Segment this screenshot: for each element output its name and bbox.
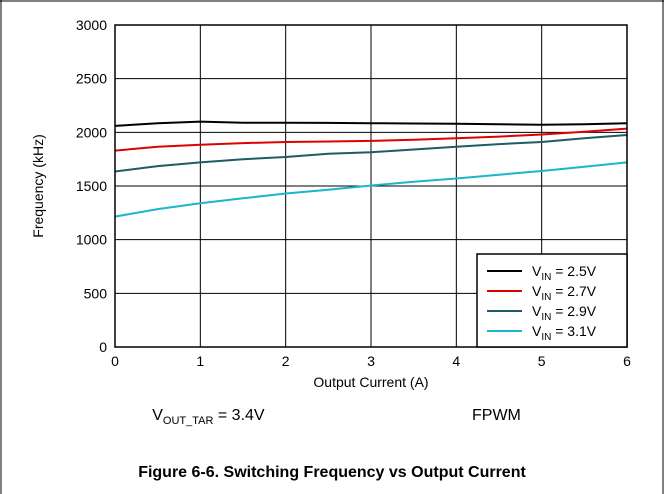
y-tick-label: 3000: [76, 17, 107, 33]
legend-entry-suffix: = 2.5V: [551, 263, 596, 279]
series-lines: [114, 120, 628, 218]
series-line-0: [114, 120, 628, 127]
x-tick-label: 2: [282, 353, 290, 369]
legend-entry-suffix: = 3.1V: [551, 323, 596, 339]
y-tick-label: 2000: [76, 124, 107, 140]
legend-entry-sub: IN: [541, 312, 551, 323]
legend-entry-main: V: [532, 283, 542, 299]
legend-entry-suffix: = 2.9V: [551, 303, 596, 319]
legend-entry-sub: IN: [541, 332, 551, 343]
figure-caption: Figure 6-6. Switching Frequency vs Outpu…: [138, 464, 526, 481]
x-axis-label: Output Current (A): [313, 374, 428, 390]
mode-annotation: FPWM: [472, 407, 521, 424]
legend-entry-3: VIN = 3.1V: [532, 323, 597, 343]
legend-entry-suffix: = 2.7V: [551, 283, 596, 299]
legend-entry-main: V: [532, 303, 542, 319]
y-tick-label: 500: [84, 285, 108, 301]
vout-annotation-main: V: [152, 407, 163, 424]
series-line-3: [114, 161, 628, 218]
legend-entry-sub: IN: [541, 292, 551, 303]
y-tick-label: 2500: [76, 71, 107, 87]
y-tick-label: 1500: [76, 178, 107, 194]
series-line-2: [114, 134, 628, 173]
x-tick-label: 6: [623, 353, 631, 369]
legend-entry-sub: IN: [541, 272, 551, 283]
x-tick-label: 5: [538, 353, 546, 369]
series-line-1: [114, 127, 628, 152]
x-tick-label: 4: [452, 353, 460, 369]
legend-entry-0: VIN = 2.5V: [532, 263, 597, 283]
vout-annotation-rest: = 3.4V: [213, 407, 264, 424]
x-tick-label: 0: [111, 353, 119, 369]
legend-entry-main: V: [532, 263, 542, 279]
line-chart: 0 1 2 3 4 5 6 0 500 1000 1500 2000 2500 3000 Output …: [30, 17, 631, 390]
x-tick-label: 1: [196, 353, 204, 369]
legend-entry-1: VIN = 2.7V: [532, 283, 597, 303]
legend-entry-main: V: [532, 323, 542, 339]
y-tick-label: 1000: [76, 232, 107, 248]
y-axis-label: Frequency (kHz): [30, 134, 46, 237]
vout-annotation: VOUT_TAR = 3.4V: [130, 407, 278, 427]
vout-annotation-sub: OUT_TAR: [163, 415, 214, 427]
y-tick-label: 0: [99, 339, 107, 355]
legend-entry-2: VIN = 2.9V: [532, 303, 597, 323]
plot-area-border: [114, 24, 628, 348]
x-tick-labels: 0 1 2 3 4 5 6: [111, 353, 631, 369]
x-tick-label: 3: [367, 353, 375, 369]
y-tick-labels: 0 500 1000 1500 2000 2500 3000: [76, 17, 107, 355]
